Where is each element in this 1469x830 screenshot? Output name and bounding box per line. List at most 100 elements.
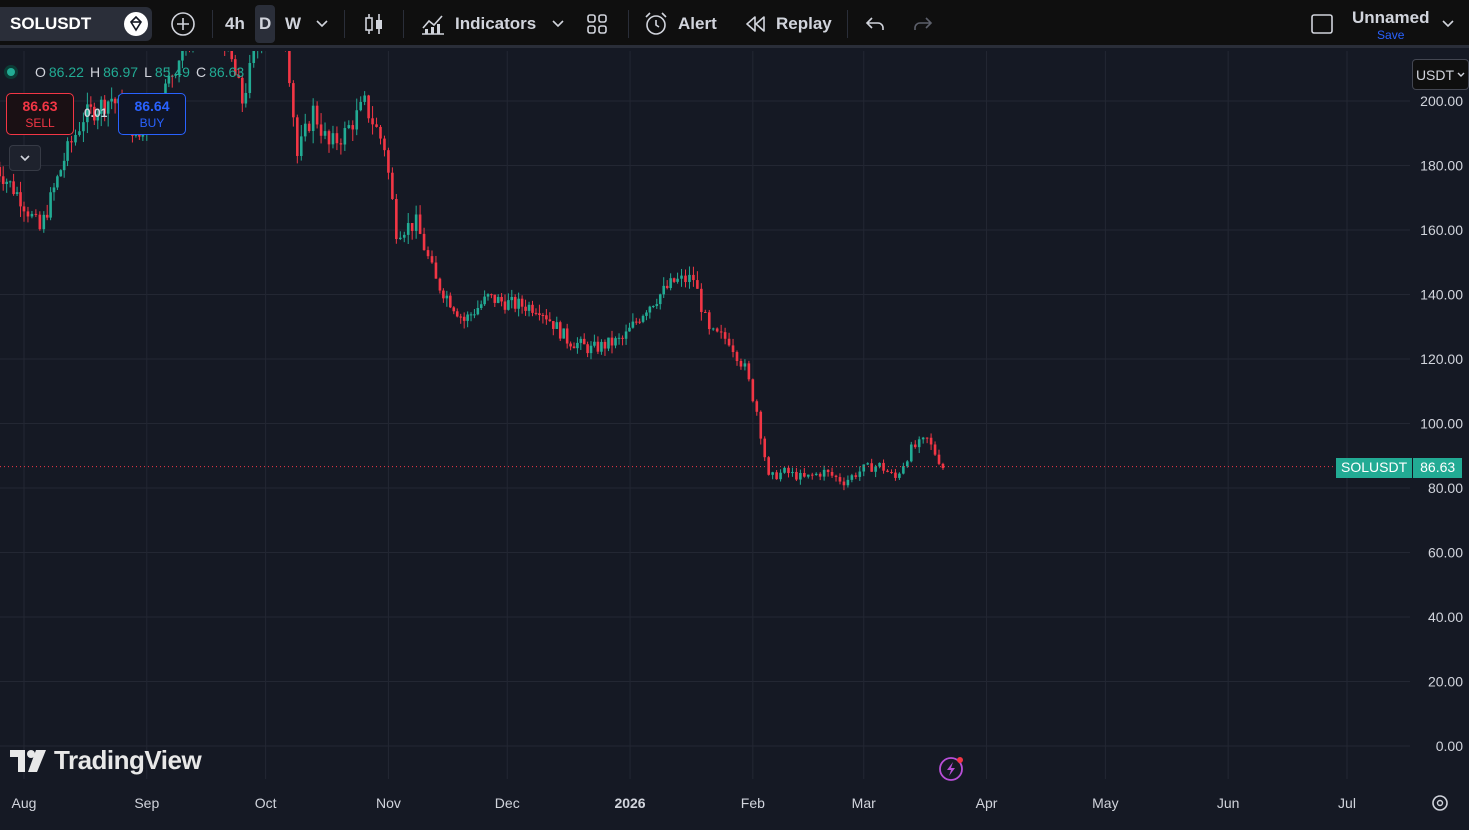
candle-body	[787, 467, 790, 474]
fullscreen-button[interactable]	[1310, 0, 1334, 48]
y-tick-label: 20.00	[1428, 674, 1463, 690]
candle-body	[680, 275, 683, 279]
timeframe-4h[interactable]: 4h	[225, 14, 245, 33]
candle-body	[96, 113, 100, 121]
candle-body	[355, 110, 359, 130]
symbol-name: SOLUSDT	[10, 14, 92, 33]
candle-body	[576, 342, 579, 349]
candle-body	[170, 75, 174, 77]
candle-body	[771, 472, 774, 475]
y-tick-label: 80.00	[1428, 480, 1463, 496]
x-tick-label: Aug	[12, 795, 37, 811]
price-tag-value: 86.63	[1413, 458, 1463, 478]
spread-value: 0.01	[84, 106, 108, 120]
candle-body	[834, 475, 838, 478]
candle-body	[375, 124, 378, 127]
grid-icon	[587, 14, 607, 34]
chevron-down-icon	[1442, 20, 1454, 28]
candle-body	[493, 294, 497, 303]
candle-body	[711, 328, 715, 330]
candle-body	[906, 461, 909, 467]
candle-body	[688, 274, 691, 283]
candle-body	[527, 304, 531, 311]
timeframe-dropdown[interactable]	[316, 0, 328, 48]
candle-body	[593, 341, 596, 346]
save-label[interactable]: Save	[1377, 28, 1405, 42]
replay-label: Replay	[776, 14, 832, 33]
collapse-legend-button[interactable]	[9, 145, 41, 171]
chevron-down-icon	[1457, 72, 1465, 77]
open-value: 86.22	[48, 64, 84, 80]
candle-body	[886, 470, 889, 472]
candle-body	[299, 136, 303, 156]
alert-button[interactable]: Alert	[643, 0, 717, 48]
y-tick-label: 200.00	[1420, 93, 1463, 109]
layout-dropdown[interactable]	[1442, 0, 1454, 48]
candle-body	[496, 296, 500, 303]
divider	[628, 10, 629, 38]
candle-body	[779, 472, 782, 480]
candle-body	[500, 296, 503, 302]
indicators-dropdown[interactable]	[552, 0, 564, 48]
sell-button[interactable]: 86.63 SELL	[6, 93, 74, 135]
settings-gear-icon	[1432, 795, 1448, 811]
candle-body	[418, 214, 422, 234]
chart-type-button[interactable]	[363, 0, 385, 48]
candle-body	[181, 49, 184, 61]
currency-button[interactable]: USDT	[1412, 59, 1469, 90]
chevron-down-icon	[316, 20, 328, 28]
candle-body	[74, 134, 77, 143]
candle-body	[838, 477, 842, 482]
candle-body	[545, 315, 548, 320]
replay-button[interactable]: Replay	[744, 0, 832, 48]
candle-body	[452, 307, 456, 312]
candle-body	[929, 437, 933, 445]
tradingview-logo[interactable]: TradingView	[10, 745, 202, 776]
candle-body	[12, 181, 15, 195]
diamond-icon[interactable]	[124, 12, 148, 36]
last-price-tag: SOLUSDT 86.63	[1336, 458, 1463, 478]
undo-button[interactable]	[864, 0, 886, 48]
indicators-button[interactable]: Indicators	[420, 0, 536, 48]
candle-body	[743, 363, 747, 367]
buy-button[interactable]: 86.64 BUY	[118, 93, 186, 135]
candle-body	[890, 471, 893, 473]
x-tick-label: Sep	[134, 795, 159, 811]
candle-body	[479, 304, 483, 309]
timeframe-d[interactable]: D	[255, 0, 276, 48]
divider	[403, 10, 404, 38]
candle-body	[30, 213, 34, 217]
candle-body	[658, 294, 662, 305]
indicators-icon	[422, 15, 444, 35]
layouts-button[interactable]	[586, 0, 608, 48]
candle-body	[233, 59, 237, 76]
candle-body	[854, 475, 858, 477]
buy-label: BUY	[139, 116, 165, 130]
candle-body	[669, 278, 672, 289]
timeframe-w[interactable]: W	[285, 14, 302, 33]
tradingview-logo-icon	[10, 749, 46, 772]
candle-body	[696, 280, 699, 289]
symbol-search-button[interactable]: SOLUSDT	[0, 7, 152, 41]
candle-body	[62, 160, 66, 171]
candle-body	[327, 131, 331, 145]
add-symbol-button[interactable]	[170, 0, 196, 48]
candle-body	[434, 262, 438, 279]
candle-body	[56, 176, 59, 188]
candle-body	[466, 314, 469, 321]
candle-body	[503, 301, 507, 310]
candle-body	[483, 296, 486, 305]
top-toolbar: SOLUSDT 4h D W Indicators Alert Replay	[0, 0, 1469, 48]
layout-name-button[interactable]: Unnamed Save	[1352, 8, 1429, 42]
divider	[212, 10, 213, 38]
alarm-clock-icon	[645, 12, 667, 35]
candle-body	[538, 313, 541, 316]
buy-price: 86.64	[134, 98, 170, 114]
indicators-label: Indicators	[455, 14, 537, 33]
low-key: L	[144, 64, 152, 80]
candle-body	[582, 338, 586, 345]
candle-body	[93, 106, 96, 121]
redo-button[interactable]	[912, 0, 934, 48]
